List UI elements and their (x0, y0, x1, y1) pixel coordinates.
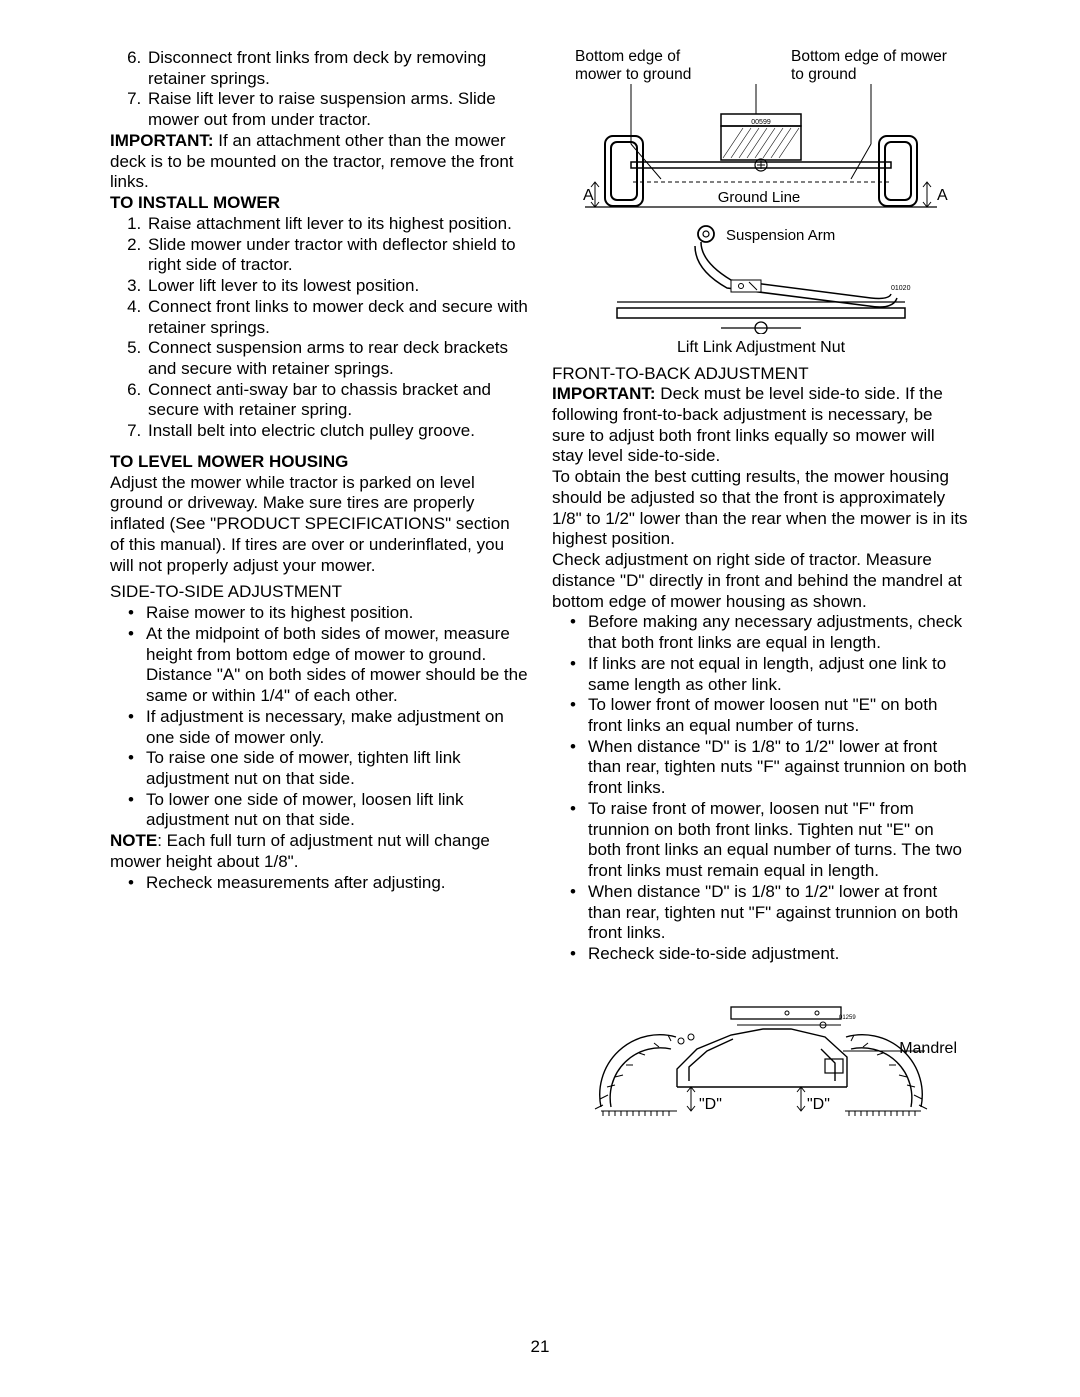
list-item: Raise attachment lift lever to its highe… (146, 214, 528, 235)
list-item: Disconnect front links from deck by remo… (146, 48, 528, 89)
page: Disconnect front links from deck by remo… (0, 0, 1080, 1397)
label-A-left: A (583, 187, 594, 204)
label-ground-line: Ground Line (718, 189, 801, 206)
list-item: When distance "D" is 1/8" to 1/2" lower … (570, 737, 970, 799)
front-para3: Check adjustment on right side of tracto… (552, 550, 970, 612)
note-text: : Each full turn of adjustment nut will … (110, 831, 490, 871)
side-to-side-heading: SIDE-TO-SIDE ADJUSTMENT (110, 582, 528, 603)
list-item: If adjustment is necessary, make adjustm… (128, 707, 528, 748)
label-A-right: A (937, 187, 948, 204)
list-item: Connect front links to mower deck and se… (146, 297, 528, 338)
svg-text:01020: 01020 (891, 285, 911, 292)
left-column: Disconnect front links from deck by remo… (110, 48, 528, 1137)
list-item: Connect suspension arms to rear deck bra… (146, 338, 528, 379)
list-item: To lower one side of mower, loosen lift … (128, 790, 528, 831)
important-label: IMPORTANT: (552, 384, 656, 403)
diagram-label-right: Bottom edge of mower to ground (791, 48, 951, 84)
diagram2-svg: 01259 (581, 977, 941, 1137)
install-mower-heading: To Install Mower (110, 193, 528, 214)
note-label: NOTE (110, 831, 157, 850)
label-suspension-arm: Suspension Arm (726, 227, 835, 244)
note-line: NOTE: Each full turn of adjustment nut w… (110, 831, 528, 872)
list-item: When distance "D" is 1/8" to 1/2" lower … (570, 882, 970, 944)
list-item: To raise front of mower, loosen nut "F" … (570, 799, 970, 882)
list-item: Recheck side-to-side adjustment. (570, 944, 970, 965)
list-item: Raise lift lever to raise suspension arm… (146, 89, 528, 130)
list-item: At the midpoint of both sides of mower, … (128, 624, 528, 707)
list-item: Before making any necessary adjustments,… (570, 612, 970, 653)
diagram-front-to-back: 01259 (581, 977, 941, 1137)
important-front: IMPORTANT: Deck must be level side-to si… (552, 384, 970, 467)
list-item: Raise mower to its highest position. (128, 603, 528, 624)
list-item: Recheck measurements after adjusting. (128, 873, 528, 894)
remove-mower-list: Disconnect front links from deck by remo… (110, 48, 528, 131)
diagram1-caption: Lift Link Adjustment Nut (552, 338, 970, 358)
list-item: Install belt into electric clutch pulley… (146, 421, 528, 442)
label-D-rear: "D" (807, 1095, 830, 1115)
diagram-side-to-side: Bottom edge of mower to ground Bottom ed… (571, 48, 951, 330)
diagram1-svg: 00599 (571, 84, 951, 334)
list-item: Lower lift lever to its lowest position. (146, 276, 528, 297)
list-item: To lower front of mower loosen nut "E" o… (570, 695, 970, 736)
page-number: 21 (0, 1337, 1080, 1357)
two-column-layout: Disconnect front links from deck by remo… (110, 48, 970, 1137)
list-item: Connect anti-sway bar to chassis bracket… (146, 380, 528, 421)
diagram-label-left: Bottom edge of mower to ground (575, 48, 725, 84)
list-item: If links are not equal in length, adjust… (570, 654, 970, 695)
front-to-back-heading: FRONT-TO-BACK ADJUSTMENT (552, 364, 970, 385)
list-item: To raise one side of mower, tighten lift… (128, 748, 528, 789)
install-mower-list: Raise attachment lift lever to its highe… (110, 214, 528, 442)
front-para2: To obtain the best cutting results, the … (552, 467, 970, 550)
important-label: IMPORTANT: (110, 131, 214, 150)
level-mower-paragraph: Adjust the mower while tractor is parked… (110, 473, 528, 577)
label-D-front: "D" (699, 1095, 722, 1115)
important-note: IMPORTANT: If an attachment other than t… (110, 131, 528, 193)
label-mandrel: Mandrel (899, 1039, 957, 1059)
side-to-side-list: Raise mower to its highest position. At … (110, 603, 528, 831)
svg-text:01259: 01259 (839, 1015, 856, 1021)
side-to-side-list-2: Recheck measurements after adjusting. (110, 873, 528, 894)
list-item: Slide mower under tractor with deflector… (146, 235, 528, 276)
right-column: Bottom edge of mower to ground Bottom ed… (552, 48, 970, 1137)
front-to-back-list: Before making any necessary adjustments,… (552, 612, 970, 964)
level-mower-heading: To Level Mower Housing (110, 452, 528, 473)
svg-text:00599: 00599 (751, 119, 771, 126)
